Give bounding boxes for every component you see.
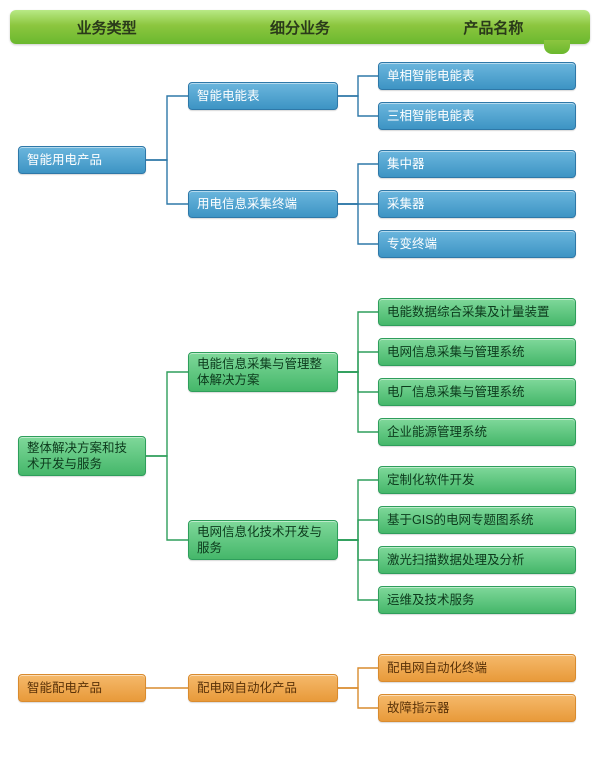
l1-2: 智能配电产品 [18, 674, 146, 702]
header-col-1: 业务类型 [10, 10, 203, 44]
l3-1-0-2: 电厂信息采集与管理系统 [378, 378, 576, 406]
header-notch [544, 40, 570, 54]
l1-0: 智能用电产品 [18, 146, 146, 174]
l1-1: 整体解决方案和技术开发与服务 [18, 436, 146, 476]
l3-2-0-1: 故障指示器 [378, 694, 576, 722]
l3-0-1-1: 采集器 [378, 190, 576, 218]
l2-1-1: 电网信息化技术开发与服务 [188, 520, 338, 560]
header-col-3: 产品名称 [397, 10, 590, 44]
l3-1-1-0: 定制化软件开发 [378, 466, 576, 494]
l3-1-0-3: 企业能源管理系统 [378, 418, 576, 446]
l2-2-0: 配电网自动化产品 [188, 674, 338, 702]
l3-1-0-1: 电网信息采集与管理系统 [378, 338, 576, 366]
header-row: 业务类型 细分业务 产品名称 [10, 10, 590, 44]
l2-0-0: 智能电能表 [188, 82, 338, 110]
l3-0-0-1: 三相智能电能表 [378, 102, 576, 130]
l3-1-1-2: 激光扫描数据处理及分析 [378, 546, 576, 574]
l3-0-0-0: 单相智能电能表 [378, 62, 576, 90]
l3-2-0-0: 配电网自动化终端 [378, 654, 576, 682]
l3-1-0-0: 电能数据综合采集及计量装置 [378, 298, 576, 326]
l2-0-1: 用电信息采集终端 [188, 190, 338, 218]
l3-1-1-1: 基于GIS的电网专题图系统 [378, 506, 576, 534]
l3-0-1-2: 专变终端 [378, 230, 576, 258]
l3-0-1-0: 集中器 [378, 150, 576, 178]
l2-1-0: 电能信息采集与管理整体解决方案 [188, 352, 338, 392]
header-col-2: 细分业务 [203, 10, 396, 44]
l3-1-1-3: 运维及技术服务 [378, 586, 576, 614]
tree-diagram: 单相智能电能表三相智能电能表 智能电能表集中器采集器专变终端 用电信息采集终端 智能用… [10, 62, 590, 762]
